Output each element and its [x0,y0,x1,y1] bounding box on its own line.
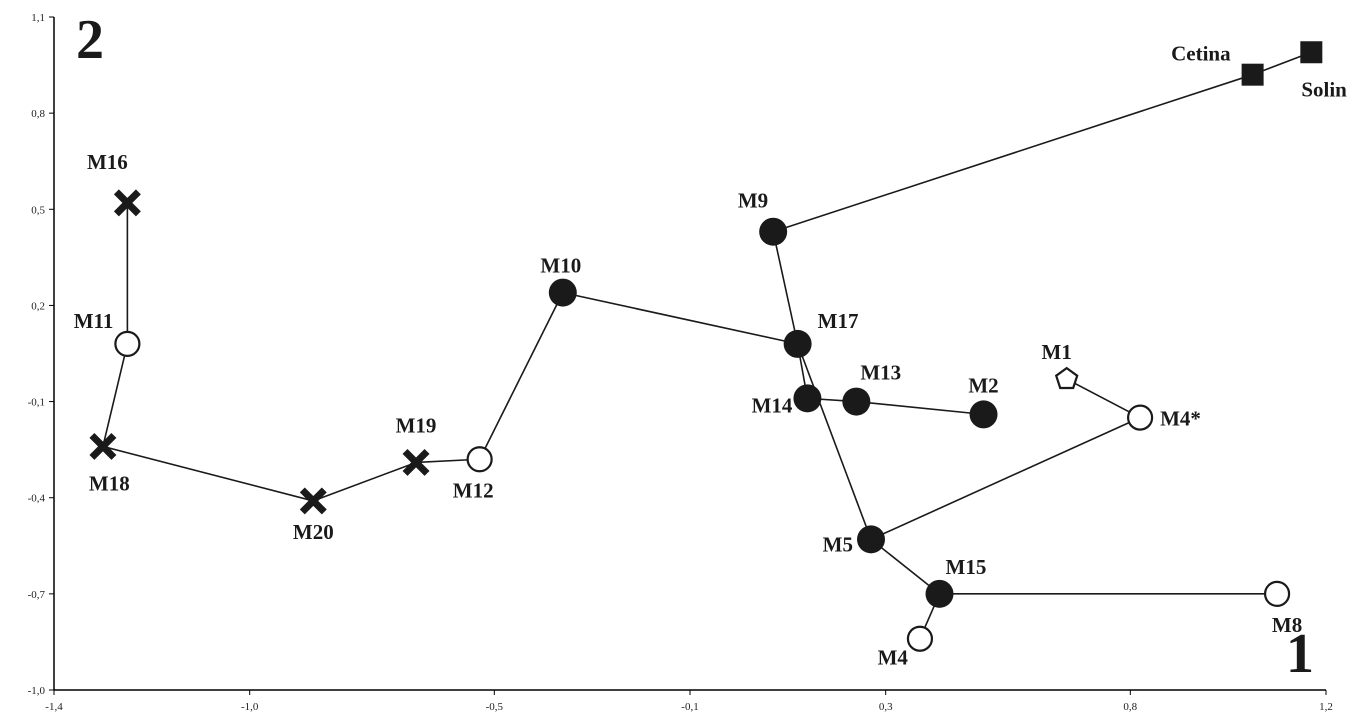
connection-line [772,73,1253,233]
connection-line [102,343,129,447]
label-m12: M12 [453,478,494,502]
point-m15 [925,579,954,608]
point-labels: Cetina Solin M9 M10 M17 M14 M13 M2 M5 M15 M11 M12 M4… [74,42,1347,670]
x-tick-label: 1,2 [1319,701,1333,713]
connection-line [313,461,417,502]
point-m4 [906,625,934,652]
connection-line [562,291,798,345]
x-tick-label: -0,5 [486,701,504,713]
connection-line [796,343,872,540]
connection-line [1066,378,1141,419]
point-m19 [402,448,430,476]
connection-line [870,416,1141,541]
point-m13 [842,387,871,416]
connection-line [478,292,564,460]
y-tick-label: -1,0 [28,685,46,697]
label-m10: M10 [540,254,581,278]
y-axis-corner-label: 2 [76,9,104,71]
y-tick-label: -0,1 [28,397,45,409]
label-m17: M17 [818,309,859,333]
y-tick-label: -0,7 [28,589,46,601]
connection-line [102,445,314,502]
connection-line [870,538,941,595]
point-m9 [759,217,788,246]
label-m18: M18 [89,471,130,495]
connection-lines [102,51,1312,640]
x-tick-label: 0,8 [1123,701,1137,713]
label-m11: M11 [74,309,114,333]
label-m9: M9 [738,189,768,213]
label-cetina: Cetina [1171,42,1231,66]
y-tick-label: 1,1 [31,12,45,24]
point-m1 [1054,366,1079,390]
point-m4 [1126,404,1154,431]
y-tick-label: 0,2 [31,300,45,312]
label-m4: M4* [1160,407,1201,431]
x-tick-label: -1,4 [45,701,63,713]
point-m14 [793,384,822,413]
label-m19: M19 [396,413,437,437]
label-m20: M20 [293,520,334,544]
x-ticks: -1,4 -1,0 -0,5 -0,1 0,3 0,8 1,2 [45,690,1333,713]
label-solin: Solin [1301,77,1347,101]
label-m5: M5 [823,532,853,556]
x-tick-label: 0,3 [879,701,893,713]
y-tick-label: 0,5 [31,204,45,216]
label-m13: M13 [860,361,901,385]
label-m8: M8 [1272,613,1302,637]
axes: 1,1 0,8 0,5 0,2 -0,1 -0,4 -0,7 -1,0 -1,4 -1,0 -0,… [28,12,1333,713]
y-ticks: 1,1 0,8 0,5 0,2 -0,1 -0,4 -0,7 -1,0 [28,12,54,697]
label-m1: M1 [1042,340,1072,364]
point-m8 [1263,580,1291,607]
connection-line [856,400,984,416]
label-m15: M15 [946,555,987,579]
point-m11 [114,330,141,357]
point-solin [1300,41,1323,64]
x-axis-corner-label: 1 [1286,623,1314,685]
y-tick-label: -0,4 [28,493,46,505]
label-m16: M16 [87,150,128,174]
y-tick-label: 0,8 [31,108,45,120]
x-tick-label: -1,0 [241,701,259,713]
point-m2 [969,400,998,429]
data-points [89,41,1323,652]
label-m4: M4 [878,646,909,670]
point-m10 [548,278,577,307]
point-m16 [113,189,141,217]
point-m5 [857,525,886,554]
label-m14: M14 [752,393,793,417]
point-m18 [89,432,117,460]
point-m12 [466,446,493,473]
point-m17 [783,329,812,358]
point-m20 [299,487,327,515]
point-cetina [1241,63,1264,86]
label-m2: M2 [968,373,998,397]
connection-line [772,231,799,345]
x-tick-label: -0,1 [681,701,698,713]
